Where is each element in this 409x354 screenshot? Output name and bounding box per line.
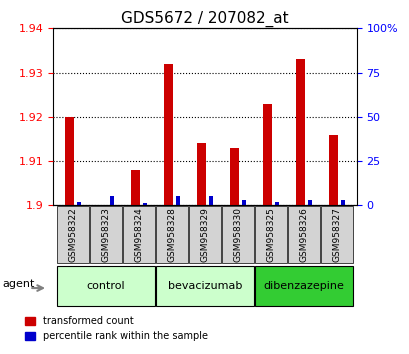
Text: GSM958326: GSM958326 (299, 207, 308, 262)
Bar (340, 200, 344, 205)
Text: GSM958329: GSM958329 (200, 207, 209, 262)
Text: GSM958327: GSM958327 (332, 207, 341, 262)
Bar (229, 148, 239, 205)
Text: GSM958325: GSM958325 (266, 207, 275, 262)
Bar (65, 117, 74, 205)
Bar (57, 206, 89, 263)
Bar (189, 206, 220, 263)
Text: GSM958324: GSM958324 (134, 207, 143, 262)
Bar (123, 206, 155, 263)
Bar (209, 196, 212, 205)
Bar (110, 196, 114, 205)
Bar (164, 64, 173, 205)
Text: GSM958330: GSM958330 (233, 207, 242, 262)
Text: control: control (87, 281, 125, 291)
Text: GSM958328: GSM958328 (167, 207, 176, 262)
Bar (307, 200, 311, 205)
Bar (57, 266, 155, 306)
Text: dibenzazepine: dibenzazepine (263, 281, 344, 291)
Bar (254, 206, 286, 263)
Bar (241, 200, 245, 205)
Title: GDS5672 / 207082_at: GDS5672 / 207082_at (121, 11, 288, 27)
Bar (221, 206, 253, 263)
Bar (320, 206, 352, 263)
Text: GSM958322: GSM958322 (68, 207, 77, 262)
Bar (263, 103, 272, 205)
Bar (287, 206, 319, 263)
Text: GSM958323: GSM958323 (101, 207, 110, 262)
Bar (274, 202, 278, 205)
Text: agent: agent (3, 279, 35, 289)
Bar (143, 202, 146, 205)
Bar (295, 59, 305, 205)
Text: bevacizumab: bevacizumab (167, 281, 242, 291)
Bar (175, 196, 180, 205)
Bar (90, 206, 122, 263)
Legend: transformed count, percentile rank within the sample: transformed count, percentile rank withi… (25, 316, 207, 341)
Bar (197, 143, 206, 205)
Bar (254, 266, 352, 306)
Bar (156, 266, 253, 306)
Bar (77, 202, 81, 205)
Bar (328, 135, 337, 205)
Bar (156, 206, 188, 263)
Bar (131, 170, 140, 205)
